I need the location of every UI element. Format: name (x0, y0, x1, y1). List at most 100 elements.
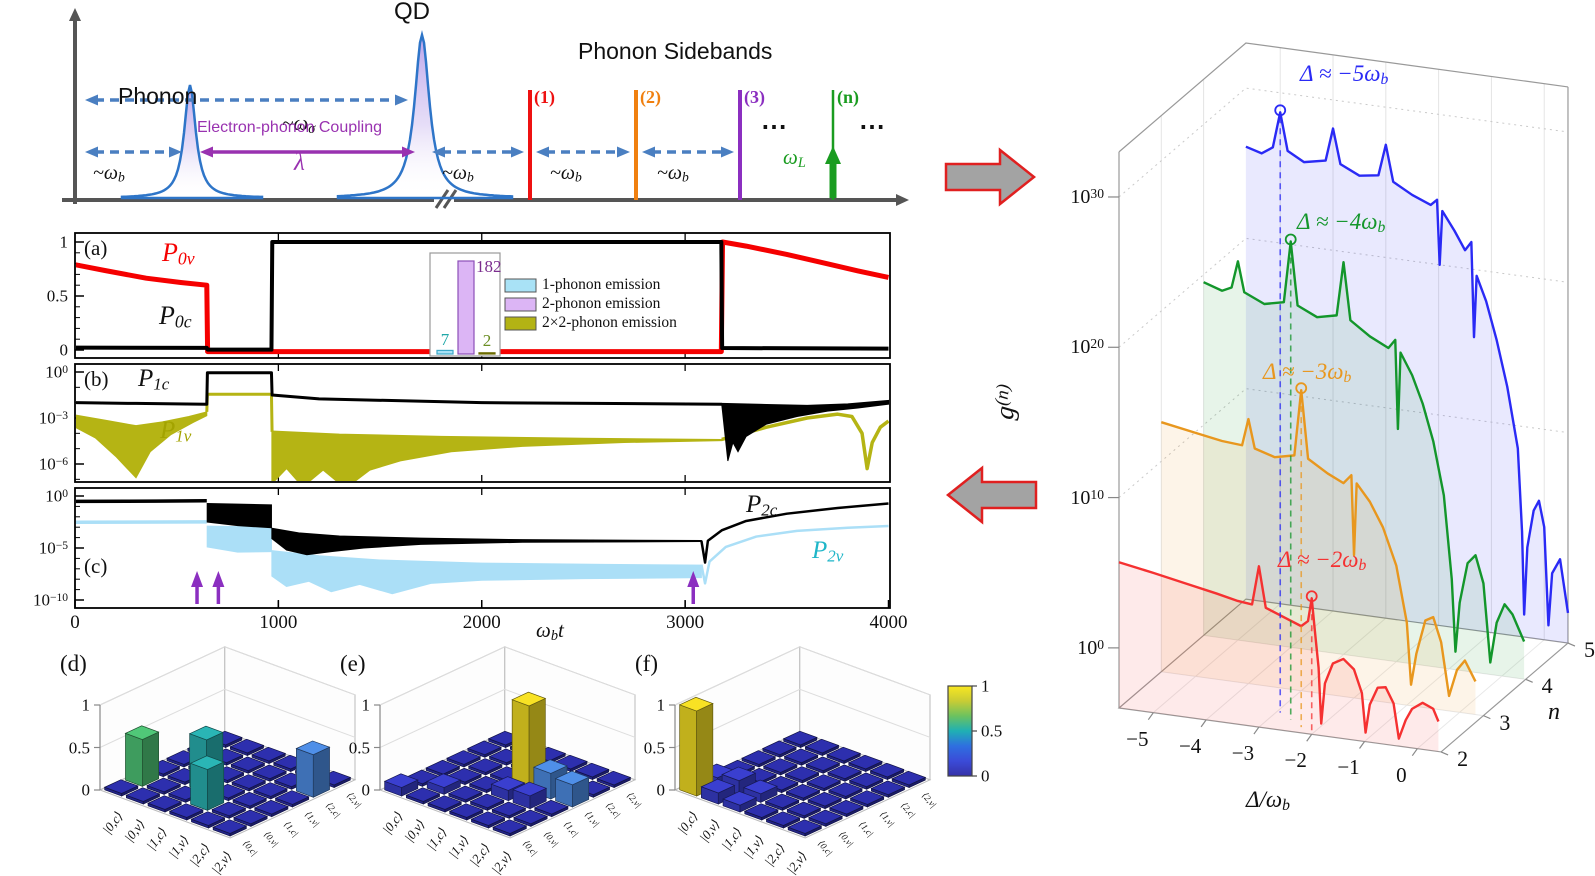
curve-P2v-band1 (206, 525, 272, 553)
delta-tick: 0 (1396, 762, 1407, 787)
waterfall-ylabel: g(n) (988, 383, 1021, 421)
xtick: 0 (70, 612, 80, 633)
ytick-b: 100 (45, 362, 68, 382)
ztick: 1 (81, 695, 91, 715)
ztick: 0.5 (643, 738, 665, 757)
lambda-label: λ (294, 149, 305, 176)
peak-marker-n4 (1284, 233, 1297, 246)
curve-P2c-band1 (206, 502, 272, 529)
gn-curve-n5 (1245, 111, 1570, 627)
fill-n5 (1245, 112, 1568, 644)
inset-bar-1 (457, 260, 475, 355)
colorbar-tick: 1 (981, 676, 990, 696)
panel-a-tag: (a) (84, 236, 108, 260)
curve-P2c-band2 (271, 527, 702, 556)
colorbar-tick: 0 (981, 766, 990, 786)
n-tick: 3 (1499, 709, 1511, 735)
inset-bar-2 (478, 352, 496, 355)
ytick-c: 10−10 (32, 590, 68, 610)
panel-b-tag: (b) (84, 367, 109, 391)
qd-peak (336, 30, 514, 200)
sideband-n-label: (n) (837, 87, 859, 107)
up-arrow-marker (212, 571, 225, 587)
ztick: 0.5 (348, 738, 370, 757)
gtick: 1020 (1070, 336, 1104, 359)
omega-b-label-3: ~ωb (550, 162, 582, 185)
ellipsis-right: ⋯ (859, 112, 885, 141)
omega-sigma-label: ~ωσ (282, 111, 316, 137)
curve-P0c (76, 240, 889, 352)
phonon-label: Phonon (118, 83, 198, 109)
right-arrow-icon (944, 147, 1037, 207)
peak-label-n2: Δ ≈ −2ωb (1278, 547, 1367, 575)
ytick-b: 10−6 (38, 454, 68, 474)
fill-n3 (1161, 390, 1476, 715)
ytick-a: 0 (59, 340, 69, 360)
waterfall-xlabel: Δ/ωb (1246, 787, 1290, 815)
ztick: 0 (361, 780, 371, 800)
ztick: 1 (361, 695, 371, 715)
inset-value-0: 7 (440, 330, 450, 349)
P2c-label: P2c (746, 491, 778, 520)
ztick: 0 (81, 780, 91, 800)
curve-P2c-early (76, 499, 207, 504)
gtick: 1030 (1070, 185, 1104, 209)
n-tick: 2 (1457, 745, 1469, 771)
panel-a (74, 232, 891, 359)
gn-curve-n3 (1160, 388, 1477, 698)
gn-curve-n4 (1203, 240, 1526, 664)
P1v-label: P1v (160, 417, 192, 446)
laser-arrow-icon (825, 146, 841, 164)
flow-arrows (944, 147, 1038, 525)
ytick-a: 1 (59, 232, 69, 252)
peak-marker-n3 (1295, 382, 1308, 395)
waterfall-nlabel: n (1548, 699, 1560, 725)
ytick-a: 0.5 (46, 286, 68, 306)
panel-b (74, 363, 891, 483)
curve-P1v-band (271, 430, 723, 481)
legend-item-2: 2×2-phonon emission (542, 314, 677, 331)
delta-tick: −5 (1126, 726, 1149, 751)
gtick: 100 (1077, 636, 1104, 660)
curve-P1c-fan (721, 399, 889, 462)
panel-c-tag: (c) (84, 554, 108, 578)
xtick: 3000 (666, 612, 705, 633)
inset-bar-chart (429, 252, 537, 357)
sideband-2-label: (2) (640, 87, 661, 107)
peak-marker-n2 (1305, 590, 1318, 603)
legend-item-1: 2-phonon emission (542, 295, 661, 312)
up-arrow-marker (687, 571, 700, 587)
colorbar (947, 685, 977, 777)
fill-n4 (1203, 241, 1525, 680)
omega-laser-label: ωL (783, 145, 806, 171)
panel-c (74, 487, 891, 609)
phonon-peak (120, 84, 264, 200)
panel-f-tag: (f) (635, 651, 658, 676)
ytick-c: 10−5 (38, 538, 68, 558)
panel-e-tag: (e) (340, 651, 366, 676)
x-axis-label: ωbt (536, 618, 564, 644)
delta-tick: −4 (1178, 733, 1202, 758)
P1c-label: P1c (138, 365, 170, 394)
omega-b-label-2: ~ωb (442, 162, 474, 185)
density-matrix-d (94, 646, 357, 839)
n-tick: 4 (1541, 673, 1553, 699)
electron-phonon-coupling-label: Electron-phonon Coupling (197, 119, 383, 136)
curve-P1c (76, 371, 722, 406)
n-tick: 5 (1583, 637, 1595, 663)
inset-bar-0 (436, 349, 454, 355)
inset-value-1: 182 (476, 257, 502, 276)
peak-marker-n5 (1274, 104, 1287, 117)
legend-item-0: 1-phonon emission (542, 276, 661, 293)
peak-label-n4: Δ ≈ −4ωb (1297, 209, 1386, 237)
ztick: 0.5 (68, 738, 90, 757)
P0c-label: P0c (159, 301, 192, 332)
xtick: 2000 (462, 612, 501, 633)
spectrum-schematic (62, 8, 909, 210)
curve-P2c-tail (700, 502, 889, 564)
peak-label-n5: Δ ≈ −5ωb (1300, 61, 1389, 89)
qd-label: QD (394, 0, 430, 25)
ytick-c: 100 (45, 486, 68, 506)
